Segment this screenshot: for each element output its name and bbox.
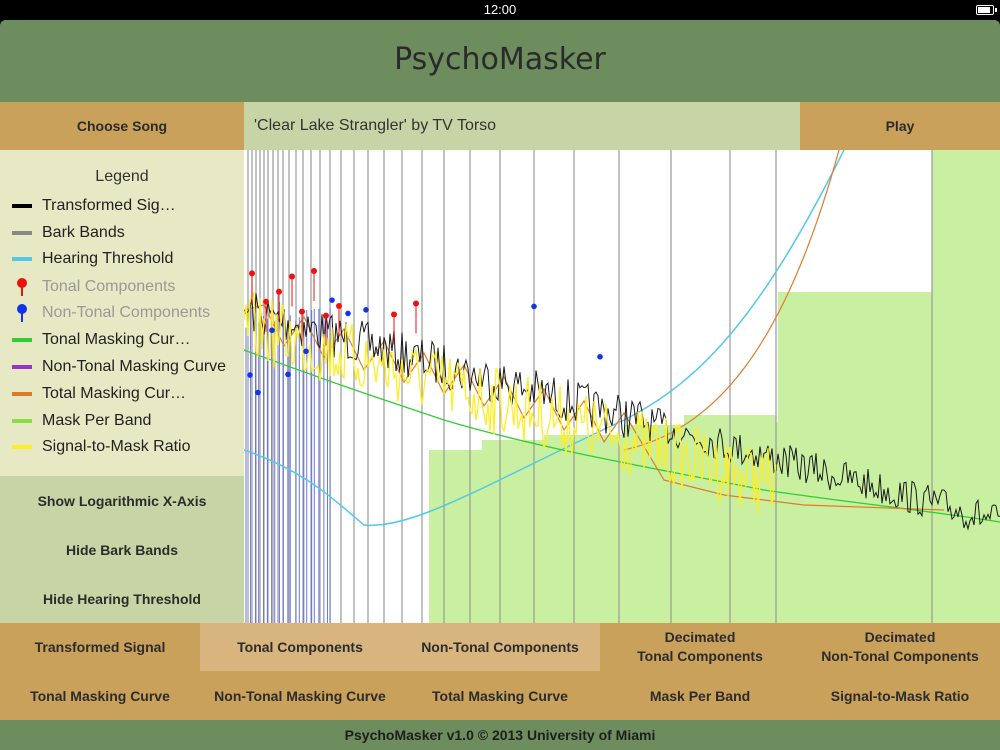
signal-to-mask-ratio-line [244, 291, 777, 514]
pin-marker-icon [12, 302, 32, 324]
bottom-row-1: Transformed Signal Tonal Components Non-… [0, 623, 1000, 671]
tonal-component-marker [336, 302, 342, 309]
decimated-tonal-components-button[interactable]: Decimated Tonal Components [600, 623, 800, 671]
non-tonal-component-marker [345, 310, 351, 317]
non-tonal-component-marker [329, 297, 335, 303]
mask-band-block [778, 292, 932, 623]
legend-item-label: Tonal Components [42, 278, 176, 295]
line-swatch-icon [12, 231, 32, 235]
line-swatch-icon [12, 419, 32, 423]
status-bar: 12:00 [0, 0, 1000, 20]
tonal-component-marker [263, 298, 269, 305]
footer: PsychoMasker v1.0 © 2013 University of M… [0, 720, 1000, 750]
non-tonal-masking-curve-button[interactable]: Non-Tonal Masking Curve [200, 671, 400, 720]
mask-band-block [544, 435, 624, 623]
tonal-component-marker [276, 288, 282, 295]
hide-hearing-threshold-button[interactable]: Hide Hearing Threshold [43, 590, 201, 607]
tonal-components-button[interactable]: Tonal Components [200, 623, 400, 671]
hearing-threshold-curve [244, 150, 845, 527]
choose-song-button[interactable]: Choose Song [0, 102, 244, 150]
legend-item-label: Tonal Masking Cur… [42, 331, 191, 348]
legend-item-label: Mask Per Band [42, 412, 152, 429]
line-swatch-icon [12, 338, 32, 342]
left-buttons: Show Logarithmic X-Axis Hide Bark Bands … [0, 476, 244, 623]
top-row: Choose Song 'Clear Lake Strangler' by TV… [0, 102, 1000, 150]
line-swatch-icon [12, 365, 32, 369]
transformed-signal-button[interactable]: Transformed Signal [0, 623, 200, 671]
legend-item: Hearing Threshold [12, 248, 173, 270]
line-swatch-icon [12, 257, 32, 261]
tonal-component-marker [289, 273, 295, 280]
total-masking-curve [244, 304, 945, 511]
tonal-masking-curve-button[interactable]: Tonal Masking Curve [0, 671, 200, 720]
legend-item: Transformed Sig… [12, 195, 176, 217]
legend-item: Bark Bands [12, 222, 125, 244]
legend-item-label: Hearing Threshold [42, 250, 174, 267]
legend-item-label: Total Masking Cur… [42, 385, 187, 402]
line-swatch-icon [12, 445, 32, 449]
tonal-component-marker [323, 312, 329, 319]
pin-marker-icon [12, 276, 32, 298]
spectrum-plot-svg [244, 150, 1000, 623]
legend-item: Tonal Components [12, 276, 175, 298]
non-tonal-component-marker [363, 307, 369, 313]
tonal-component-marker [311, 268, 317, 275]
title-bar: PsychoMasker [0, 20, 1000, 102]
mask-band-block [624, 425, 684, 623]
show-log-x-axis-button[interactable]: Show Logarithmic X-Axis [37, 492, 207, 509]
legend-title: Legend [95, 168, 149, 185]
legend-item-label: Non-Tonal Masking Curve [42, 358, 227, 375]
battery-icon [976, 5, 997, 15]
legend-item: Non-Tonal Components [12, 302, 210, 324]
non-tonal-components-button[interactable]: Non-Tonal Components [400, 623, 600, 671]
mask-band-block [482, 440, 544, 623]
legend-item: Mask Per Band [12, 410, 151, 432]
non-tonal-component-marker [269, 327, 275, 334]
line-swatch-icon [12, 392, 32, 396]
bottom-row-2: Tonal Masking Curve Non-Tonal Masking Cu… [0, 671, 1000, 720]
non-tonal-component-marker [531, 303, 537, 310]
app-title: PsychoMasker [394, 42, 606, 77]
legend-item-label: Signal-to-Mask Ratio [42, 438, 191, 455]
non-tonal-component-marker [285, 371, 291, 378]
tonal-masking-curve [244, 349, 1000, 523]
spectrum-plot[interactable] [244, 150, 1000, 623]
mask-band-block [429, 450, 482, 623]
non-tonal-component-marker [255, 389, 261, 396]
decimated-non-tonal-components-button[interactable]: Decimated Non-Tonal Components [800, 623, 1000, 671]
app-window: PsychoMasker Choose Song 'Clear Lake Str… [0, 20, 1000, 750]
transformed-signal-line [244, 293, 1000, 531]
non-tonal-component-marker [597, 353, 603, 360]
mask-band-block [932, 150, 1000, 623]
legend-item: Non-Tonal Masking Curve [12, 356, 226, 378]
legend-item-label: Bark Bands [42, 224, 125, 241]
status-time: 12:00 [483, 2, 517, 17]
non-tonal-component-marker [247, 372, 253, 378]
tonal-component-marker [299, 308, 305, 315]
total-masking-curve-button[interactable]: Total Masking Curve [400, 671, 600, 720]
play-button[interactable]: Play [800, 102, 1000, 150]
legend-item: Total Masking Cur… [12, 383, 186, 405]
signal-to-mask-ratio-button[interactable]: Signal-to-Mask Ratio [800, 671, 1000, 720]
tonal-component-marker [413, 300, 419, 307]
legend-item-label: Transformed Sig… [42, 197, 176, 214]
mask-per-band-button[interactable]: Mask Per Band [600, 671, 800, 720]
legend-item: Tonal Masking Cur… [12, 329, 191, 351]
line-swatch-icon [12, 204, 32, 208]
tonal-component-marker [249, 270, 255, 277]
tonal-component-marker [391, 311, 397, 318]
non-tonal-component-marker [303, 348, 309, 355]
legend-panel: Legend Transformed Sig… Bark Bands Hearing… [0, 150, 244, 476]
song-title-field: 'Clear Lake Strangler' by TV Torso [244, 102, 800, 150]
legend-item-label: Non-Tonal Components [42, 304, 211, 321]
hide-bark-bands-button[interactable]: Hide Bark Bands [65, 541, 179, 558]
legend-item: Signal-to-Mask Ratio [12, 436, 191, 458]
